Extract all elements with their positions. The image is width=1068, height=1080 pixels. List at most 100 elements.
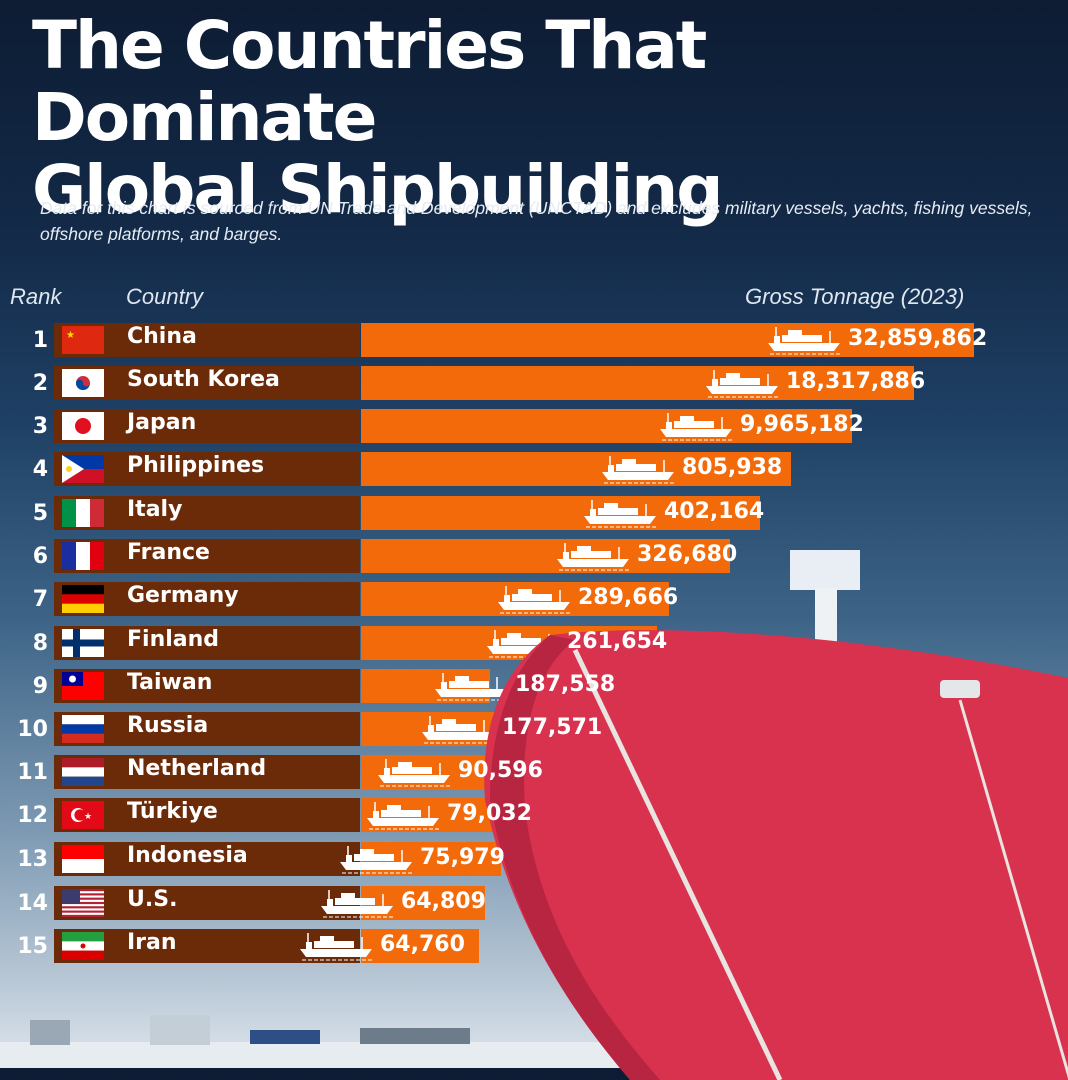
country-name: Netherland bbox=[127, 756, 267, 781]
country-label-box bbox=[54, 582, 360, 616]
rank-label: 2 bbox=[32, 371, 48, 396]
rank-label: 7 bbox=[32, 587, 48, 612]
rank-label: 5 bbox=[32, 501, 48, 526]
country-name: Finland bbox=[127, 627, 220, 652]
bar-row: 4 Philippines bbox=[0, 452, 1068, 486]
value-label: 64,809 bbox=[401, 889, 486, 914]
bar bbox=[361, 496, 760, 530]
rank-label: 1 bbox=[32, 328, 48, 353]
bar bbox=[361, 409, 852, 443]
us-flag-icon bbox=[62, 889, 104, 917]
cargo-ship-icon bbox=[496, 586, 574, 614]
value-label: 90,596 bbox=[458, 758, 543, 783]
bar bbox=[361, 539, 730, 573]
bar-row: 15 Iran bbox=[0, 929, 1068, 963]
country-label-box bbox=[54, 323, 360, 357]
country-name: China bbox=[127, 324, 197, 349]
value-label: 187,558 bbox=[515, 672, 616, 697]
value-label: 289,666 bbox=[578, 585, 679, 610]
country-label-box bbox=[54, 409, 360, 443]
rank-label: 15 bbox=[17, 934, 48, 959]
bar-row: 2 South Korea bbox=[0, 366, 1068, 400]
france-flag-icon bbox=[62, 542, 104, 570]
cargo-ship-icon bbox=[433, 673, 511, 701]
title-line-1: The Countries That Dominate bbox=[32, 7, 707, 156]
country-name: Taiwan bbox=[127, 670, 213, 695]
cargo-ship-icon bbox=[555, 543, 633, 571]
china-flag-icon: ★ bbox=[62, 326, 104, 354]
bar-row: 9 Taiwan bbox=[0, 669, 1068, 703]
bar-row: 11 Netherland bbox=[0, 755, 1068, 789]
country-label-box bbox=[54, 669, 360, 703]
country-name: France bbox=[127, 540, 210, 565]
bar-row: 3 Japan bbox=[0, 409, 1068, 443]
bar-row: 12 ★ Türkiye bbox=[0, 798, 1068, 832]
bar-row: 5 Italy bbox=[0, 496, 1068, 530]
rank-label: 9 bbox=[32, 674, 48, 699]
rank-label: 13 bbox=[17, 847, 48, 872]
country-name: Indonesia bbox=[127, 843, 248, 868]
rank-label: 14 bbox=[17, 891, 48, 916]
cargo-ship-icon bbox=[658, 413, 736, 441]
title-line-2: Global Shipbuilding bbox=[32, 151, 723, 228]
country-label-box bbox=[54, 496, 360, 530]
value-label: 75,979 bbox=[420, 845, 505, 870]
bar bbox=[361, 886, 485, 920]
rank-label: 4 bbox=[32, 457, 48, 482]
value-label: 805,938 bbox=[682, 455, 783, 480]
bar bbox=[361, 452, 791, 486]
value-label: 32,859,862 bbox=[848, 326, 988, 351]
rank-label: 3 bbox=[32, 414, 48, 439]
subtitle: Data for this chart is sourced from UN T… bbox=[40, 198, 1033, 244]
value-label: 177,571 bbox=[502, 715, 603, 740]
country-label-box bbox=[54, 626, 360, 660]
country-header: Country bbox=[126, 284, 204, 309]
country-name: Italy bbox=[127, 497, 183, 522]
country-label-box bbox=[54, 366, 360, 400]
bar-row: 10 Russia bbox=[0, 712, 1068, 746]
port-shoreline-image bbox=[0, 1015, 700, 1068]
value-label: 64,760 bbox=[380, 932, 465, 957]
bar-row: 7 Germany bbox=[0, 582, 1068, 616]
indonesia-flag-icon bbox=[62, 845, 104, 873]
value-header: Gross Tonnage (2023) bbox=[745, 284, 965, 309]
russia-flag-icon bbox=[62, 715, 104, 743]
value-label: 261,654 bbox=[567, 629, 668, 654]
mooring-rope bbox=[572, 648, 783, 1080]
iran-flag-icon bbox=[62, 932, 104, 960]
country-name: Iran bbox=[127, 930, 177, 955]
value-label: 79,032 bbox=[447, 801, 532, 826]
ship-bow-image bbox=[484, 550, 1068, 1080]
bar-row: 1 ★ China bbox=[0, 323, 1068, 357]
japan-flag-icon bbox=[62, 412, 104, 440]
country-name: Japan bbox=[127, 410, 197, 435]
cargo-ship-icon bbox=[704, 370, 782, 398]
netherlands-flag-icon bbox=[62, 758, 104, 786]
cargo-ship-icon bbox=[600, 456, 678, 484]
germany-flag-icon bbox=[62, 585, 104, 613]
italy-flag-icon bbox=[62, 499, 104, 527]
bar bbox=[361, 323, 974, 357]
cargo-ship-icon bbox=[298, 933, 376, 961]
country-name: Philippines bbox=[127, 453, 265, 478]
south-korea-flag-icon bbox=[62, 369, 104, 397]
cargo-ship-icon bbox=[338, 846, 416, 874]
turkiye-flag-icon: ★ bbox=[62, 801, 104, 829]
taiwan-flag-icon bbox=[62, 672, 104, 700]
country-label-box bbox=[54, 886, 360, 920]
cargo-ship-icon bbox=[766, 327, 844, 355]
country-name: U.S. bbox=[127, 887, 178, 912]
ship-mast-top bbox=[790, 550, 860, 590]
ship-hull bbox=[484, 630, 1068, 1080]
cargo-ship-icon bbox=[365, 802, 443, 830]
country-label-box bbox=[54, 539, 360, 573]
ship-mast bbox=[815, 588, 837, 643]
cargo-ship-icon bbox=[376, 759, 454, 787]
rank-label: 12 bbox=[17, 803, 48, 828]
bar-row: 14 U.S. bbox=[0, 886, 1068, 920]
rank-label: 6 bbox=[32, 544, 48, 569]
cargo-ship-icon bbox=[319, 890, 397, 918]
bar-row: 13 Indonesia bbox=[0, 842, 1068, 876]
philippines-flag-icon bbox=[62, 455, 104, 483]
country-name: Türkiye bbox=[127, 799, 218, 824]
